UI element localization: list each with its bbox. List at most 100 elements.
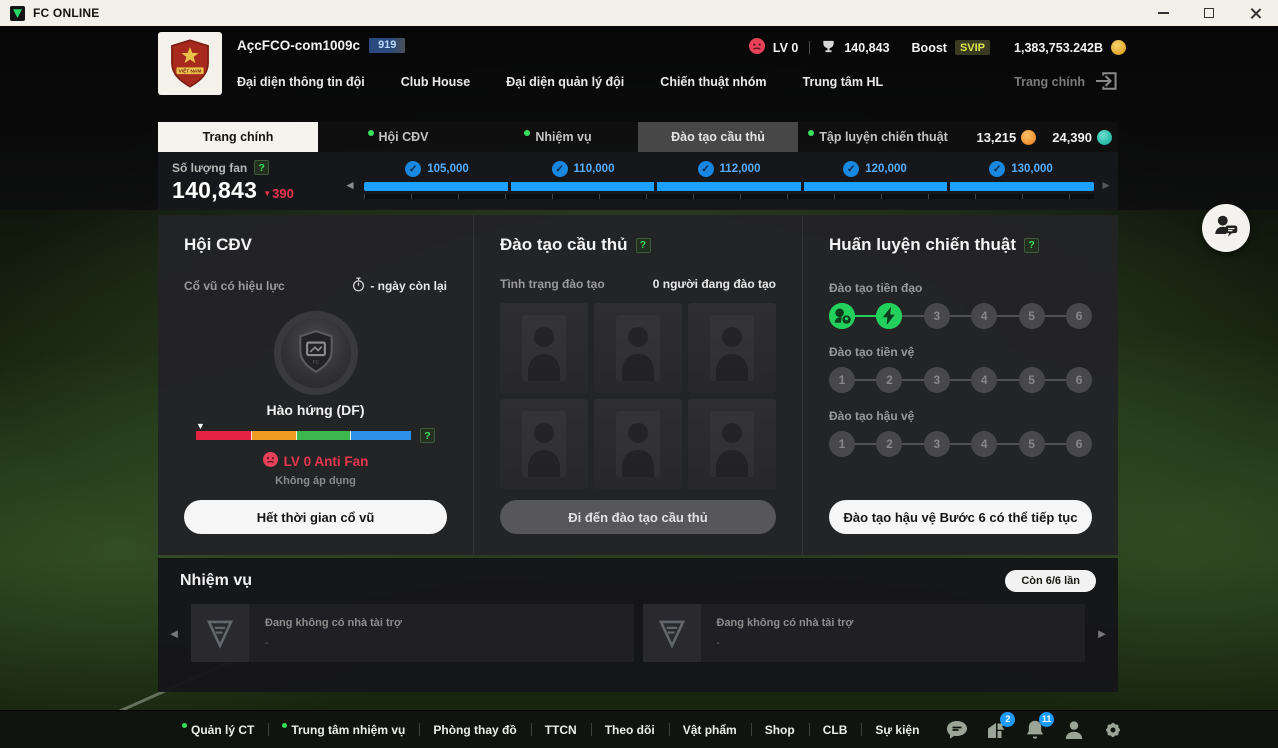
bottom-menu-item[interactable]: Vật phẩm <box>668 711 751 748</box>
tactics-continue-button[interactable]: Đào tạo hậu vệ Bước 6 có thể tiếp tục <box>829 500 1092 534</box>
bottom-menu-label: Phòng thay đồ <box>433 722 517 737</box>
nav-item[interactable]: Club House <box>400 75 471 89</box>
step-connector <box>902 443 924 445</box>
tab-label: Tập luyện chiến thuật <box>819 130 948 144</box>
empty-training-slot <box>500 399 588 489</box>
dashboard-panel: Hội CĐV Cổ vũ có hiệu lực - ngày còn lại <box>158 215 1118 555</box>
training-status-label: Tình trạng đào tạo <box>500 277 605 291</box>
tab-item[interactable]: Trang chính <box>158 122 318 152</box>
nav-item[interactable]: Đại diện thông tin đội <box>237 75 365 89</box>
support-chat-button[interactable] <box>1202 204 1250 252</box>
carousel-left-arrow[interactable] <box>166 626 182 641</box>
bottom-menu-label: Sự kiện <box>875 722 920 737</box>
nav-item[interactable]: Đại diện quản lý đội <box>506 75 625 89</box>
currency-item: 13,215 <box>976 129 1037 145</box>
maximize-button[interactable] <box>1186 0 1232 26</box>
teal-coin-icon <box>1097 129 1112 145</box>
account-name: AçcFCO-com1009c <box>237 38 361 53</box>
count-badge: 2 <box>1000 711 1016 727</box>
milestone-value: 130,000 <box>1011 163 1053 175</box>
step-circle: 5 <box>1018 303 1045 329</box>
training-slots-grid <box>500 303 776 489</box>
tab-item[interactable]: Nhiệm vụ <box>478 122 638 152</box>
fan-milestone: ✓ 105,000 <box>364 158 510 180</box>
milestone-value: 120,000 <box>865 163 907 175</box>
step-circle: 2 <box>876 431 903 457</box>
exit-icon <box>1094 71 1118 94</box>
header-stats: LV 0 140,843 Boost SVIP 1,383,753.242B <box>748 38 1126 57</box>
step-circle: 4 <box>971 303 998 329</box>
bottom-menu-item[interactable]: TTCN <box>530 711 591 748</box>
step-connector <box>902 379 924 381</box>
fan-help-badge[interactable]: ? <box>254 160 270 175</box>
cheer-time-button[interactable]: Hết thời gian cổ vũ <box>184 500 447 534</box>
mood-gauge-bar <box>196 431 411 440</box>
milestone-value: 105,000 <box>427 163 469 175</box>
missions-title: Nhiệm vụ <box>180 572 253 589</box>
progress-bar <box>364 182 1094 191</box>
bottom-menu-item[interactable]: Quản lý CT <box>168 711 268 748</box>
currency-item: 24,390 <box>1052 129 1112 145</box>
svip-badge: SVIP <box>954 40 991 55</box>
svg-text:FC: FC <box>312 359 319 364</box>
close-button[interactable] <box>1232 0 1278 26</box>
progress-ticks <box>364 194 1094 199</box>
nav-item[interactable]: Chiến thuật nhóm <box>660 75 767 89</box>
bottom-menu-label: CLB <box>822 722 848 737</box>
tab-currencies: 13,215 24,390 <box>976 122 1118 152</box>
club-crest[interactable]: VIỆT NAM <box>158 32 222 95</box>
notification-dot-icon <box>282 722 288 728</box>
trophy-icon <box>821 39 836 57</box>
progress-segment <box>364 182 508 191</box>
fan-level-value: LV 0 <box>772 40 799 55</box>
step-circle: 4 <box>971 367 998 393</box>
days-left-value: - ngày còn lại <box>370 279 447 293</box>
chat-bubble-icon[interactable] <box>945 718 969 742</box>
window-titlebar: FC ONLINE <box>0 0 1278 26</box>
step-connector <box>1044 379 1067 381</box>
home-link[interactable]: Trang chính <box>1014 71 1118 94</box>
step-connector <box>855 315 877 317</box>
bottom-bar-icons: 2 11 <box>945 711 1125 742</box>
gauge-marker-icon <box>196 421 205 431</box>
profile-icon[interactable] <box>1062 718 1086 742</box>
bottom-menu-item[interactable]: Sự kiện <box>861 711 933 748</box>
tactics-row-label: Đào tạo tiền đạo <box>829 281 923 295</box>
fanclub-emblem: FC <box>273 311 358 395</box>
bottom-menu-item[interactable]: Trung tâm nhiệm vụ <box>268 711 419 748</box>
stadium-flag-icon[interactable]: 2 <box>984 711 1016 742</box>
tactics-help-badge[interactable]: ? <box>1024 237 1040 253</box>
check-circle-icon: ✓ <box>551 161 568 177</box>
carousel-right-arrow[interactable] <box>1094 626 1110 641</box>
step-connector <box>949 379 972 381</box>
nav-item[interactable]: Trung tâm HL <box>802 75 884 89</box>
bottom-menu-label: Trung tâm nhiệm vụ <box>291 722 406 737</box>
bell-icon[interactable]: 11 <box>1023 711 1055 742</box>
fan-milestone: ✓ 130,000 <box>948 158 1094 180</box>
check-circle-icon: ✓ <box>405 161 422 177</box>
scroll-left-arrow[interactable] <box>344 178 356 192</box>
tab-bar: Trang chính Hội CĐV Nhiệm vụ Đào tạo cầu th… <box>158 122 1118 152</box>
missions-panel: Nhiệm vụ Còn 6/6 lần Đang không có nhà t… <box>158 558 1118 692</box>
player-training-panel: Đào tạo cầu thủ ? Tình trạng đào tạo 0 n… <box>473 215 802 555</box>
goto-training-button[interactable]: Đi đến đào tạo cầu thủ <box>500 500 776 534</box>
bottom-menu-item[interactable]: Phòng thay đồ <box>419 711 530 748</box>
tab-item[interactable]: Hội CĐV <box>318 122 478 152</box>
bottom-menu-item[interactable]: Shop <box>750 711 809 748</box>
sponsor-card[interactable]: Đang không có nhà tài trợ - <box>642 604 1085 662</box>
progress-segment <box>803 182 948 191</box>
tab-item[interactable]: Tập luyện chiến thuật <box>798 122 958 152</box>
tab-label: Đào tạo cầu thủ <box>671 130 765 144</box>
gauge-help-badge[interactable]: ? <box>420 428 435 443</box>
maximize-icon <box>1204 8 1214 18</box>
settings-gear-icon[interactable] <box>1101 718 1125 742</box>
sponsor-card[interactable]: Đang không có nhà tài trợ - <box>191 604 634 662</box>
step-circle: 1 <box>829 367 855 393</box>
progress-segment <box>510 182 655 191</box>
bottom-menu-item[interactable]: CLB <box>808 711 862 748</box>
minimize-button[interactable] <box>1140 0 1186 26</box>
training-help-badge[interactable]: ? <box>635 237 651 253</box>
tab-item[interactable]: Đào tạo cầu thủ <box>638 122 798 152</box>
scroll-right-arrow[interactable] <box>1100 178 1112 192</box>
bottom-menu-item[interactable]: Theo dõi <box>590 711 669 748</box>
